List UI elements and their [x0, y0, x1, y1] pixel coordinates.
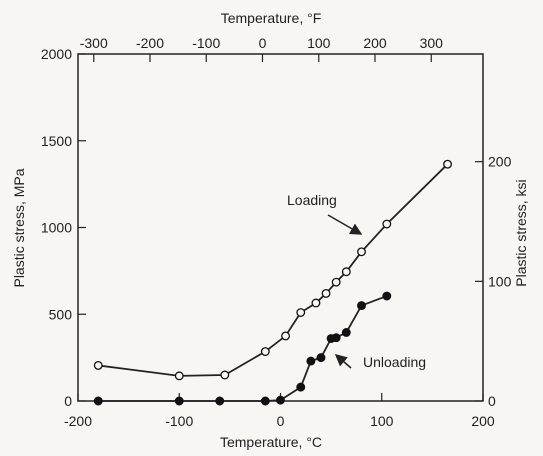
left-tick-label-2: 1000	[41, 220, 72, 236]
bottom-tick-label-0: -200	[64, 413, 92, 429]
point-unloading-11	[357, 301, 366, 311]
top-axis-ticks: -300 -200 -100 0 100 200 300	[80, 35, 443, 62]
left-tick-label-0: 0	[64, 393, 72, 409]
top-tick-label-6: 300	[420, 35, 444, 51]
point-loading-6	[311, 298, 321, 308]
right-axis-title: Plastic stress, ksi	[513, 179, 529, 286]
point-unloading-5	[296, 382, 306, 392]
point-loading-4	[281, 331, 291, 341]
point-loading-3	[260, 347, 270, 357]
left-tick-label-4: 2000	[41, 46, 72, 62]
right-tick-label-1: 100	[488, 273, 512, 289]
loading-annotation: Loading	[287, 192, 337, 208]
point-loading-7	[321, 288, 331, 298]
left-tick-label-3: 1500	[41, 133, 72, 149]
point-unloading-7	[316, 353, 326, 363]
top-tick-label-4: 100	[307, 35, 331, 51]
right-tick-label-0: 0	[488, 393, 496, 409]
point-loading-0	[93, 360, 103, 370]
bottom-tick-label-3: 100	[370, 413, 394, 429]
top-tick-label-2: -100	[192, 35, 220, 51]
left-axis-ticks: 0 500 1000 1500 2000	[41, 46, 86, 409]
left-axis-title: Plastic stress, MPa	[11, 168, 27, 287]
right-tick-label-2: 200	[488, 154, 512, 170]
point-loading-12	[443, 159, 453, 169]
point-unloading-1	[174, 396, 184, 406]
point-loading-1	[174, 371, 184, 381]
point-loading-10	[357, 247, 366, 257]
point-unloading-10	[341, 328, 351, 337]
top-tick-label-0: -300	[80, 35, 108, 51]
point-unloading-2	[215, 396, 225, 406]
bottom-axis-title: Temperature, °C	[220, 434, 322, 450]
point-loading-8	[331, 277, 341, 287]
top-tick-label-3: 0	[259, 35, 267, 51]
right-axis-ticks: 0 100 200	[475, 154, 512, 409]
point-unloading-3	[260, 396, 270, 406]
top-tick-label-5: 200	[363, 35, 387, 51]
bottom-tick-label-1: -100	[165, 413, 193, 429]
unloading-arrow	[334, 354, 352, 369]
point-unloading-12	[382, 291, 392, 301]
point-unloading-9	[331, 333, 341, 343]
point-loading-2	[220, 370, 230, 380]
point-unloading-4	[276, 395, 285, 405]
point-unloading-0	[93, 396, 103, 406]
series-layer	[93, 159, 453, 406]
bottom-axis-ticks: -200 -100 0 100 200	[64, 393, 495, 429]
top-tick-label-1: -200	[136, 35, 164, 51]
left-tick-label-1: 500	[49, 306, 73, 322]
unloading-annotation: Unloading	[363, 354, 426, 370]
bottom-tick-label-2: 0	[277, 413, 285, 429]
point-loading-9	[341, 267, 351, 277]
top-axis-title: Temperature, °F	[221, 10, 322, 26]
point-loading-11	[382, 219, 392, 229]
point-unloading-6	[306, 356, 316, 366]
bottom-tick-label-4: 200	[471, 413, 495, 429]
point-loading-5	[296, 308, 306, 317]
loading-arrow	[327, 214, 363, 235]
